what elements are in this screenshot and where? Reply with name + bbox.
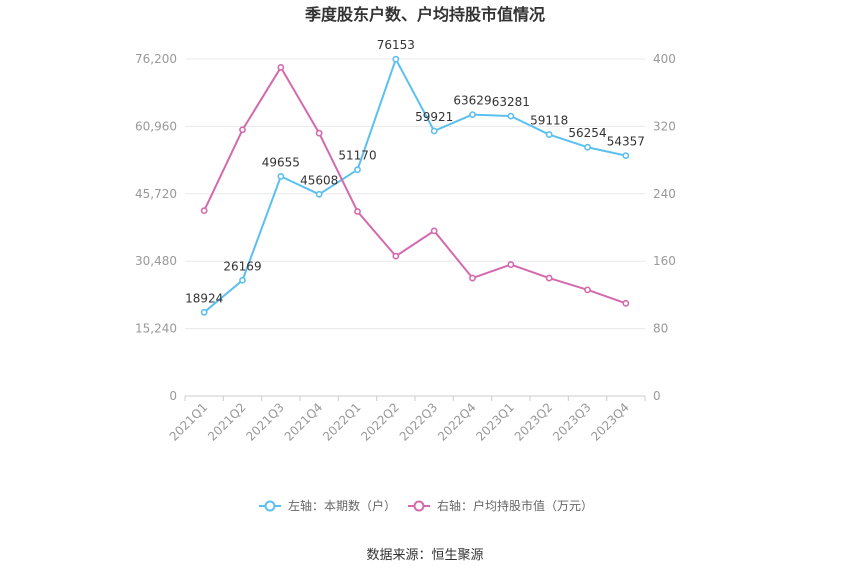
data-label: 49655 [262, 155, 300, 169]
y-right-tick-label: 160 [653, 254, 676, 268]
y-left-tick-label: 45,720 [135, 187, 177, 201]
data-label: 18924 [185, 291, 223, 305]
series-1-point [354, 166, 361, 174]
legend-label-2: 右轴：户均持股市值（万元） [437, 498, 593, 513]
series-2-point [277, 64, 285, 71]
y-left-tick-label: 60,960 [135, 119, 177, 133]
x-tick-label: 2022Q4 [435, 400, 479, 444]
x-tick-label: 2021Q3 [243, 400, 287, 444]
y-left-tick-label: 76,200 [135, 52, 177, 66]
series-1-point [200, 308, 208, 316]
series-2-point [622, 299, 630, 307]
series-1-point [469, 111, 476, 118]
data-label: 59118 [530, 114, 568, 128]
series-2-point [239, 126, 246, 134]
legend: 左轴：本期数（户） 右轴：户均持股市值（万元） [259, 498, 593, 513]
series-2-point [545, 274, 553, 282]
data-label: 56254 [568, 126, 606, 140]
series-2-point [315, 129, 323, 137]
data-label: 54357 [607, 135, 645, 149]
x-tick-label: 2021Q2 [205, 400, 249, 444]
legend-marker-2 [413, 500, 425, 512]
y-left-tick-label: 15,240 [135, 322, 177, 336]
y-left-tick-label: 0 [169, 389, 177, 403]
x-tick-label: 2023Q3 [550, 400, 594, 444]
series-line-2 [203, 66, 627, 305]
series-2-point [200, 207, 208, 215]
x-tick-label: 2022Q2 [358, 400, 402, 444]
y-right-tick-label: 240 [653, 187, 676, 201]
x-tick-label: 2022Q3 [397, 400, 441, 444]
x-tick-label: 2021Q4 [282, 400, 326, 444]
data-label: 51170 [338, 149, 376, 163]
series-1-point [622, 152, 630, 160]
series-line-1 [203, 58, 627, 314]
series-1-point [315, 190, 323, 198]
data-label: 63281 [492, 95, 530, 109]
legend-marker-1 [264, 500, 276, 512]
series-2-point [584, 286, 591, 294]
axis-layer: 0 0 15,240 80 30,480 160 45,720 240 60,960 320 76,… [135, 52, 676, 444]
data-label: 63629 [453, 94, 491, 108]
series-1-point [392, 55, 400, 63]
data-label: 45608 [300, 173, 338, 187]
legend-label-1: 左轴：本期数（户） [288, 498, 396, 513]
series-2-point [507, 261, 515, 268]
y-right-tick-label: 320 [653, 119, 676, 133]
y-right-tick-label: 400 [653, 52, 676, 66]
data-label: 59921 [415, 110, 453, 124]
series-1-point [545, 131, 553, 138]
data-label: 76153 [377, 38, 415, 52]
series-2-point [392, 252, 400, 260]
x-tick-label: 2022Q1 [320, 400, 364, 444]
series-layer [200, 55, 630, 316]
x-tick-label: 2021Q1 [167, 400, 211, 444]
series-2-point [354, 208, 361, 215]
data-label: 26169 [223, 259, 261, 273]
series-2-point [430, 227, 438, 235]
y-right-tick-label: 80 [653, 322, 668, 336]
source-note: 数据来源：恒生聚源 [366, 548, 483, 563]
x-tick-label: 2023Q1 [473, 400, 517, 444]
y-left-tick-label: 30,480 [135, 254, 177, 268]
x-tick-label: 2023Q2 [512, 400, 556, 444]
x-tick-label: 2023Q4 [588, 400, 632, 444]
series-1-point [507, 112, 515, 120]
series-1-point [430, 127, 438, 135]
y-right-tick-label: 0 [653, 389, 661, 403]
series-2-point [469, 274, 476, 282]
series-1-point [277, 172, 285, 180]
chart-title: 季度股东户数、户均持股市值情况 [304, 5, 545, 24]
series-1-point [584, 143, 591, 151]
series-1-point [239, 276, 246, 284]
